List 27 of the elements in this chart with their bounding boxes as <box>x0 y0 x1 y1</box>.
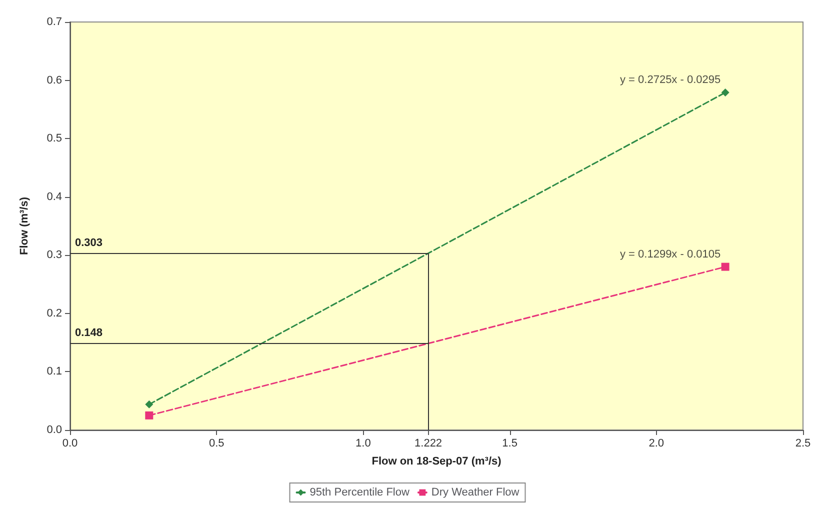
y-tick-label: 0.5 <box>46 132 62 145</box>
y-tick-label: 0.0 <box>46 424 62 436</box>
x-tick-label: 1.222 <box>414 438 442 450</box>
y-axis-title: Flow (m³/s) <box>18 196 30 256</box>
annotation: y = 0.2725x - 0.0295 <box>620 74 721 86</box>
ref-line-label: 0.148 <box>75 327 103 340</box>
x-tick-label: 2.0 <box>648 438 664 450</box>
point <box>721 262 730 271</box>
x-tick-label: 1.5 <box>502 438 518 450</box>
ref-line-label: 0.303 <box>75 236 103 249</box>
x-tick-label: 0.5 <box>208 438 224 450</box>
point <box>145 411 154 420</box>
y-tick-label: 0.4 <box>46 190 62 203</box>
x-tick-label: 1.0 <box>356 438 371 450</box>
y-tick-label: 0.6 <box>46 74 62 86</box>
x-tick-label: 2.5 <box>795 438 811 450</box>
point <box>145 400 154 408</box>
y-tick-label: 0.2 <box>46 307 62 320</box>
legend-label: 95th Percentile Flow <box>310 486 410 498</box>
y-tick-label: 0.7 <box>46 16 62 28</box>
y-tick-label: 0.1 <box>46 366 62 378</box>
annotation: y = 0.1299x - 0.0105 <box>620 248 721 260</box>
x-axis-title: Flow on 18-Sep-07 (m³/s) <box>372 456 502 468</box>
x-tick-label: 0.0 <box>62 438 78 450</box>
point <box>721 88 730 97</box>
legend-label: Dry Weather Flow <box>431 486 520 498</box>
y-tick-label: 0.3 <box>46 249 62 262</box>
